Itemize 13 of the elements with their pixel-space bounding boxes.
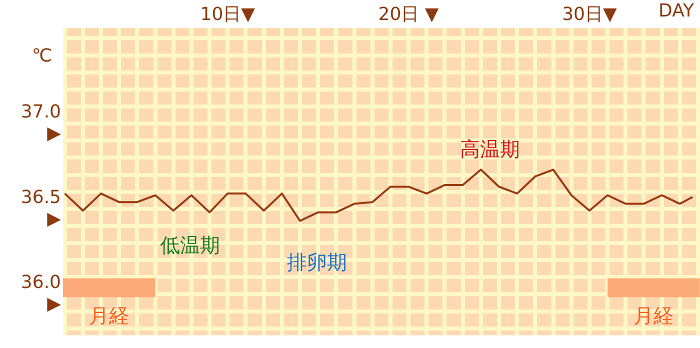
x-tick-label: 20日 ▼ bbox=[378, 4, 439, 25]
annotation: 低温期 bbox=[160, 233, 220, 258]
y-tick-label: 36.5 ▶ bbox=[20, 186, 62, 230]
x-tick-label: 10日▼ bbox=[200, 4, 256, 25]
annotation: 排卵期 bbox=[287, 250, 347, 274]
annotation: 高温期 bbox=[460, 137, 520, 162]
x-tick-label: 30日▼ bbox=[562, 4, 617, 25]
band-label: 月経 bbox=[634, 303, 674, 328]
x-axis-title: DAY bbox=[658, 0, 695, 22]
band-label: 月経 bbox=[89, 303, 130, 328]
y-tick-label: 36.0 ▶ bbox=[20, 272, 62, 315]
y-axis-title: ℃ bbox=[32, 46, 52, 67]
y-tick-label: 37.0 ▶ bbox=[20, 101, 62, 144]
